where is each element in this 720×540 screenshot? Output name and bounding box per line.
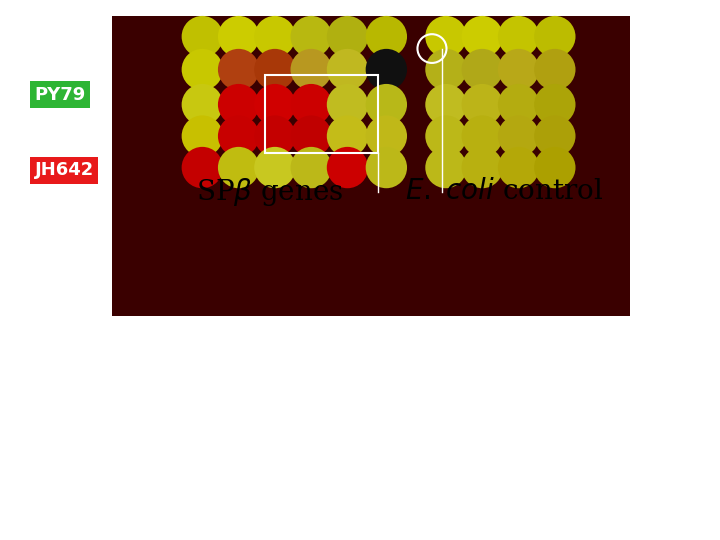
Ellipse shape bbox=[218, 116, 259, 157]
Ellipse shape bbox=[498, 49, 539, 90]
Ellipse shape bbox=[426, 84, 467, 125]
Text: SP$\beta$ genes: SP$\beta$ genes bbox=[197, 176, 343, 208]
Ellipse shape bbox=[426, 49, 467, 90]
Ellipse shape bbox=[218, 49, 259, 90]
Ellipse shape bbox=[218, 84, 259, 125]
Text: JH642: JH642 bbox=[35, 161, 94, 179]
Ellipse shape bbox=[254, 16, 296, 57]
Ellipse shape bbox=[254, 116, 296, 157]
Ellipse shape bbox=[534, 49, 575, 90]
Ellipse shape bbox=[181, 16, 223, 57]
Ellipse shape bbox=[290, 147, 332, 188]
Ellipse shape bbox=[534, 116, 575, 157]
Ellipse shape bbox=[366, 84, 407, 125]
Ellipse shape bbox=[462, 16, 503, 57]
Ellipse shape bbox=[327, 116, 368, 157]
Ellipse shape bbox=[327, 16, 368, 57]
Ellipse shape bbox=[462, 116, 503, 157]
Ellipse shape bbox=[327, 49, 368, 90]
Ellipse shape bbox=[181, 84, 223, 125]
Ellipse shape bbox=[254, 84, 296, 125]
Ellipse shape bbox=[327, 147, 368, 188]
Ellipse shape bbox=[366, 16, 407, 57]
Ellipse shape bbox=[534, 147, 575, 188]
Text: $\it{E.}$ $\it{coli}$ control: $\it{E.}$ $\it{coli}$ control bbox=[405, 178, 603, 205]
Ellipse shape bbox=[498, 116, 539, 157]
Ellipse shape bbox=[366, 116, 407, 157]
Ellipse shape bbox=[426, 16, 467, 57]
Ellipse shape bbox=[218, 147, 259, 188]
Ellipse shape bbox=[290, 16, 332, 57]
Text: PY79: PY79 bbox=[35, 85, 86, 104]
Ellipse shape bbox=[218, 16, 259, 57]
Ellipse shape bbox=[462, 84, 503, 125]
Ellipse shape bbox=[462, 147, 503, 188]
Bar bbox=[112, 16, 630, 316]
Ellipse shape bbox=[498, 84, 539, 125]
Ellipse shape bbox=[498, 147, 539, 188]
Ellipse shape bbox=[290, 84, 332, 125]
Ellipse shape bbox=[181, 116, 223, 157]
Ellipse shape bbox=[534, 16, 575, 57]
Ellipse shape bbox=[426, 116, 467, 157]
Ellipse shape bbox=[290, 116, 332, 157]
Ellipse shape bbox=[181, 147, 223, 188]
Ellipse shape bbox=[181, 49, 223, 90]
Ellipse shape bbox=[366, 147, 407, 188]
Ellipse shape bbox=[290, 49, 332, 90]
Ellipse shape bbox=[366, 49, 407, 90]
Ellipse shape bbox=[254, 147, 296, 188]
Ellipse shape bbox=[498, 16, 539, 57]
Bar bbox=[264, 75, 377, 153]
Ellipse shape bbox=[327, 84, 368, 125]
Ellipse shape bbox=[462, 49, 503, 90]
Ellipse shape bbox=[534, 84, 575, 125]
Ellipse shape bbox=[426, 147, 467, 188]
Ellipse shape bbox=[254, 49, 296, 90]
